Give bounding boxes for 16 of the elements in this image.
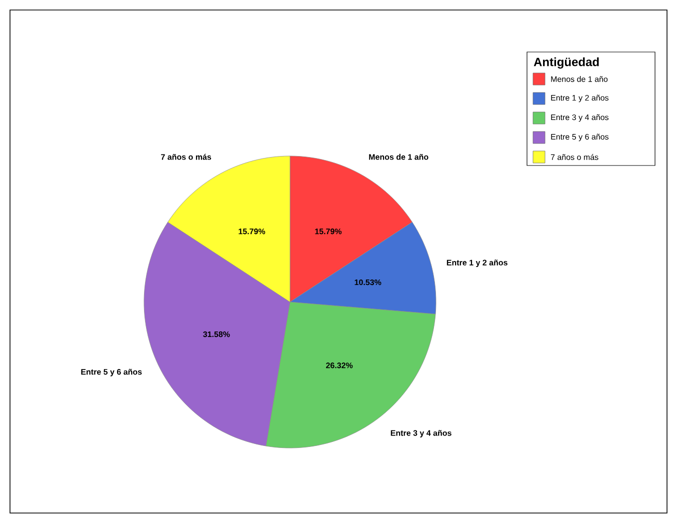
data-label: 15.79%	[315, 228, 342, 234]
slice-label: Entre 5 y 6 años	[81, 368, 142, 376]
legend-label: Entre 1 y 2 años	[551, 94, 609, 102]
legend-label: Menos de 1 año	[551, 76, 608, 82]
slice-label: Entre 1 y 2 años	[446, 260, 508, 268]
data-label: 15.79%	[238, 228, 266, 234]
data-label: 10.53%	[354, 279, 382, 286]
legend-label: 7 años o más	[550, 154, 598, 160]
slice-label: 7 años o más	[161, 154, 212, 160]
data-label: 31.58%	[203, 331, 230, 338]
legend-label: Entre 5 y 6 años	[551, 134, 609, 142]
slice-label: Entre 3 y 4 años	[390, 430, 452, 438]
data-label: 26.32%	[326, 362, 353, 368]
legend-label: Entre 3 y 4 años	[551, 114, 609, 122]
legend-title: Antigüedad	[534, 57, 599, 69]
slice-label: Menos de 1 año	[369, 154, 428, 160]
